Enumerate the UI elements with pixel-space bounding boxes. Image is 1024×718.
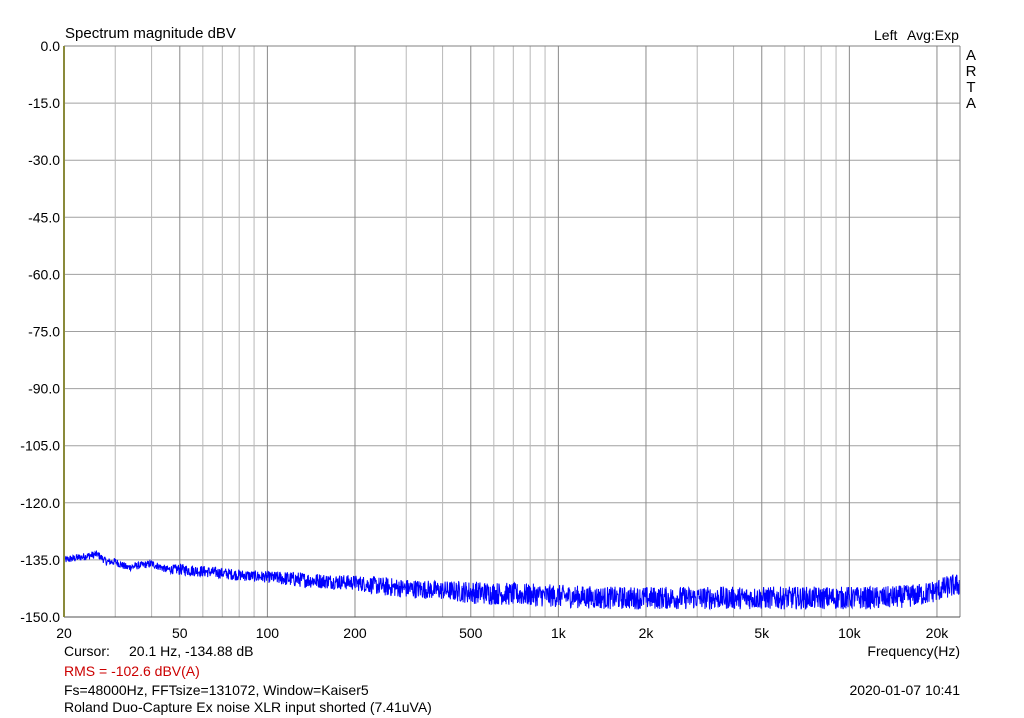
cursor-label: Cursor: <box>64 643 110 659</box>
y-axis: 0.0 -15.0 -30.0 -45.0 -60.0 -75.0 -90.0 -105.0 -… <box>20 38 60 625</box>
x-tick-label: 20k <box>926 625 950 641</box>
y-tick-label: -120.0 <box>20 495 60 511</box>
x-tick-label: 50 <box>172 625 188 641</box>
timestamp: 2020-01-07 10:41 <box>849 682 960 698</box>
x-tick-label: 5k <box>754 625 770 641</box>
y-tick-label: 0.0 <box>41 38 61 54</box>
averaging-label: Avg:Exp <box>907 27 959 43</box>
chart-title: Spectrum magnitude dBV <box>65 25 236 42</box>
x-tick-label: 200 <box>343 625 367 641</box>
x-axis: 20 50 100 200 500 1k 2k 5k 10k 20k <box>56 625 949 641</box>
watermark-letter: A <box>965 95 976 112</box>
cursor-value: 20.1 Hz, -134.88 dB <box>129 643 254 659</box>
x-tick-label: 1k <box>551 625 567 641</box>
x-tick-label: 20 <box>56 625 72 641</box>
y-tick-label: -15.0 <box>28 95 60 111</box>
watermark-letter: T <box>966 79 976 96</box>
measurement-description: Roland Duo-Capture Ex noise XLR input sh… <box>64 699 432 715</box>
spectrum-series-line <box>63 550 961 611</box>
grid <box>63 45 960 618</box>
y-tick-label: -90.0 <box>28 381 60 397</box>
y-tick-label: -150.0 <box>20 609 60 625</box>
spectrum-trace <box>63 550 961 611</box>
x-tick-label: 2k <box>639 625 655 641</box>
analysis-settings: Fs=48000Hz, FFTsize=131072, Window=Kaise… <box>64 682 369 698</box>
y-tick-label: -60.0 <box>28 266 60 282</box>
plot-frame <box>63 45 961 618</box>
watermark-letter: R <box>965 63 977 80</box>
x-axis-label: Frequency(Hz) <box>867 643 960 659</box>
y-tick-label: -75.0 <box>28 324 60 340</box>
x-tick-label: 500 <box>459 625 483 641</box>
x-tick-label: 10k <box>838 625 862 641</box>
y-tick-label: -135.0 <box>20 552 60 568</box>
x-tick-label: 100 <box>256 625 280 641</box>
watermark-letter: A <box>965 47 976 64</box>
y-tick-label: -45.0 <box>28 209 60 225</box>
rms-reading: RMS = -102.6 dBV(A) <box>64 663 200 679</box>
channel-label: Left <box>874 27 898 43</box>
y-tick-label: -30.0 <box>28 152 60 168</box>
y-tick-label: -105.0 <box>20 438 60 454</box>
